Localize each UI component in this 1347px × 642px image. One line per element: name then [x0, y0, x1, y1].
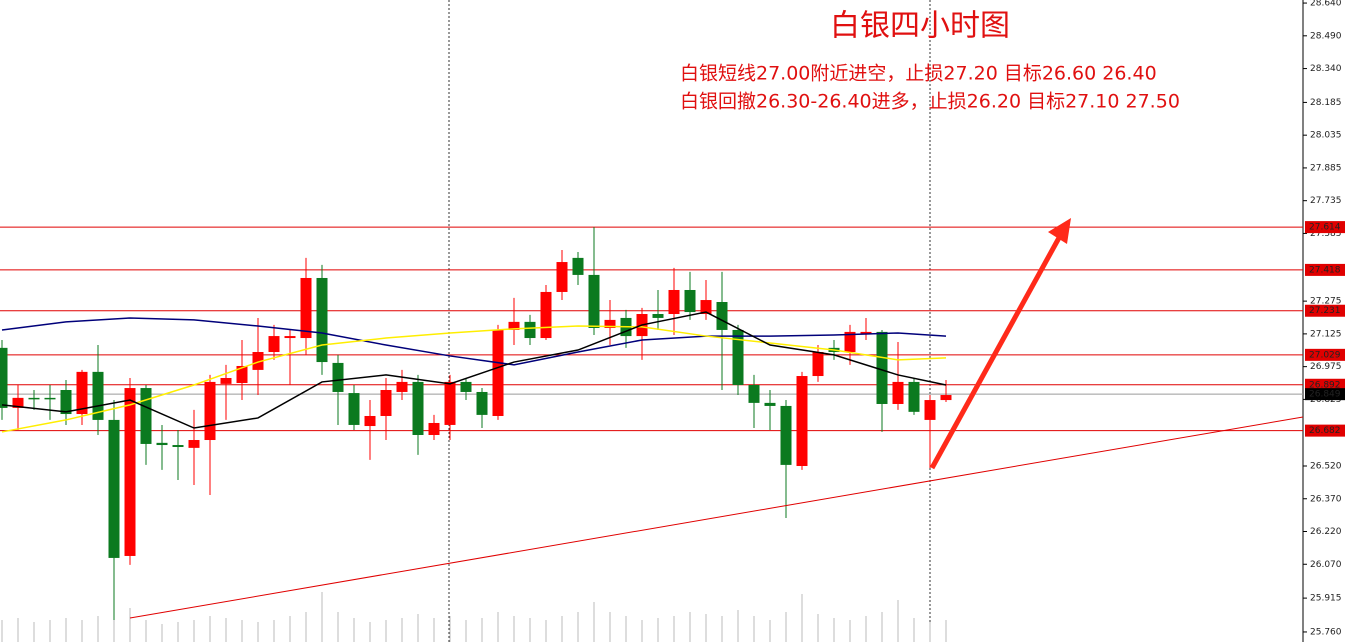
candle-body — [924, 400, 936, 420]
y-tick-label: 25.760 — [1310, 627, 1342, 637]
y-tick-label: 27.885 — [1310, 163, 1342, 173]
y-tick-label: 28.340 — [1310, 64, 1342, 74]
y-tick-label: 25.915 — [1310, 594, 1342, 604]
candle-body — [76, 371, 88, 415]
moving-average — [1, 317, 947, 366]
candle-body — [604, 319, 616, 328]
y-tick-label: 28.640 — [1310, 0, 1342, 9]
candle-body — [444, 381, 456, 425]
y-tick-label: 28.490 — [1310, 31, 1342, 41]
y-tick-label: 28.185 — [1310, 98, 1342, 108]
annotation: 白银短线27.00附近进空，止损27.20 目标26.60 26.40 — [680, 63, 1157, 85]
candle-body — [860, 331, 872, 334]
candle-body — [236, 365, 248, 384]
candle-body — [284, 336, 296, 339]
price-level-tag — [1305, 304, 1345, 317]
candle-body — [556, 262, 568, 292]
candle-body — [156, 442, 168, 446]
arrow-shaft — [929, 234, 1063, 470]
y-tick-label: 27.735 — [1310, 196, 1342, 206]
chart-title: 白银四小时图 — [830, 9, 1010, 44]
candle-body — [300, 277, 312, 339]
candle-body — [764, 402, 776, 406]
candle-body — [12, 397, 24, 408]
candle-body — [172, 445, 184, 447]
candle-body — [28, 397, 40, 400]
candle-body — [124, 388, 136, 556]
candle-body — [476, 391, 488, 415]
y-tick-label: 26.220 — [1310, 527, 1342, 537]
candle-body — [268, 336, 280, 353]
price-level-tag — [1305, 378, 1345, 391]
candle-body — [524, 321, 536, 339]
candle-body — [540, 291, 552, 339]
y-tick-label: 26.975 — [1310, 362, 1342, 372]
candle-body — [940, 395, 952, 401]
price-level-tag — [1305, 388, 1345, 401]
candle-body — [796, 376, 808, 466]
y-tick-label: 26.370 — [1310, 494, 1342, 504]
candle-body — [716, 302, 728, 330]
candle-body — [220, 377, 232, 384]
candle-body — [876, 331, 888, 404]
candle-body — [332, 362, 344, 392]
candle-body — [812, 352, 824, 377]
candle-body — [204, 381, 216, 441]
price-level-label: 26.682 — [1309, 426, 1341, 436]
candle-body — [396, 381, 408, 392]
y-tick-label: 26.070 — [1310, 560, 1342, 570]
price-level-tag — [1305, 348, 1345, 361]
candle-body — [588, 274, 600, 328]
candle-body — [732, 329, 744, 385]
moving-average — [1, 325, 947, 433]
price-level-label: 27.231 — [1309, 306, 1341, 316]
y-tick-label: 27.125 — [1310, 329, 1342, 339]
price-level-tag — [1305, 263, 1345, 276]
price-level-label: 27.029 — [1309, 350, 1341, 360]
annotation: 白银回撤26.30-26.40进多，止损26.20 目标27.10 27.50 — [680, 91, 1180, 113]
candle-body — [492, 329, 504, 416]
candle-body — [108, 419, 120, 558]
candle-body — [684, 289, 696, 313]
candle-body — [844, 331, 856, 353]
y-tick-label: 27.275 — [1310, 297, 1342, 307]
candle-body — [188, 440, 200, 448]
candle-body — [348, 393, 360, 425]
candle-body — [668, 289, 680, 315]
candle-body — [652, 314, 664, 318]
price-level-label: 27.418 — [1309, 265, 1341, 275]
y-tick-label: 27.585 — [1310, 229, 1342, 239]
candle-body — [364, 415, 376, 427]
y-tick-label: 26.520 — [1310, 461, 1342, 471]
moving-average — [1, 311, 947, 429]
candle-body — [428, 422, 440, 435]
price-level-label: 26.892 — [1309, 380, 1341, 390]
candle-body — [0, 347, 8, 408]
y-tick-label: 28.035 — [1310, 131, 1342, 141]
price-level-tag — [1305, 221, 1345, 234]
arrow-head — [1048, 218, 1071, 244]
candle-body — [412, 381, 424, 435]
candle-body — [908, 381, 920, 412]
price-level-tag — [1305, 424, 1345, 437]
candle-body — [700, 300, 712, 315]
trend-line — [129, 416, 1304, 619]
candle-body — [380, 390, 392, 416]
candle-body — [572, 257, 584, 275]
candle-body — [508, 321, 520, 330]
candle-body — [460, 381, 472, 392]
candle-body — [44, 397, 56, 400]
candle-body — [252, 352, 264, 370]
candle-body — [92, 371, 104, 420]
candle-body — [60, 390, 72, 415]
candle-body — [748, 384, 760, 403]
candle-body — [780, 405, 792, 465]
candle-body — [140, 388, 152, 444]
price-level-label: 27.614 — [1309, 223, 1341, 233]
price-level-label: 26.849 — [1309, 390, 1341, 400]
candle-body — [316, 277, 328, 363]
candle-body — [892, 381, 904, 404]
